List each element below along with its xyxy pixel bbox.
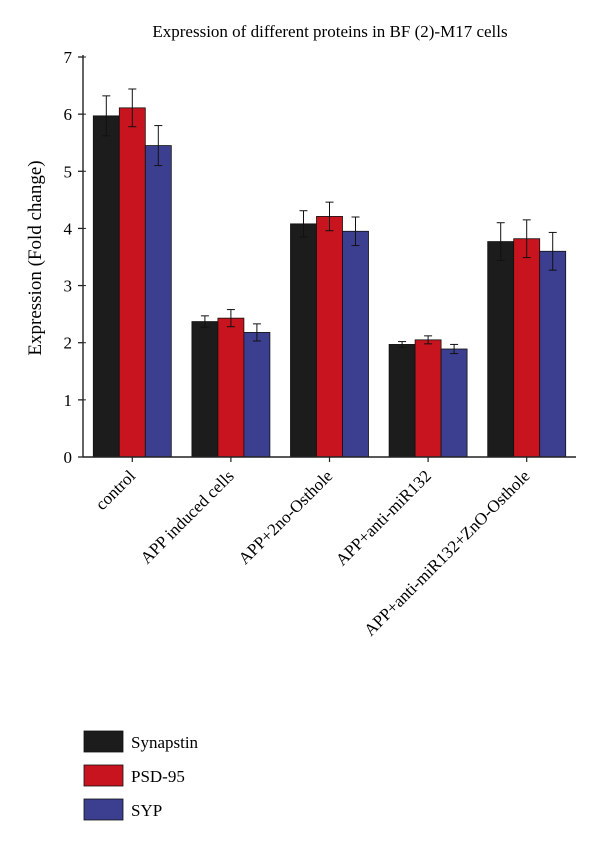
bar-psd-95 bbox=[316, 216, 343, 458]
y-tick-label: 7 bbox=[64, 48, 73, 67]
x-tick-label: control bbox=[92, 466, 140, 514]
bar-psd-95 bbox=[513, 238, 541, 458]
legend-swatch-synapstin bbox=[83, 730, 124, 753]
bar-synapstin bbox=[191, 321, 219, 458]
legend: Synapstin PSD-95 SYP bbox=[83, 730, 199, 821]
y-tick-label: 6 bbox=[64, 105, 73, 124]
bar-syp bbox=[539, 250, 567, 458]
x-tick-label: APP+2no-Osthole bbox=[235, 466, 337, 568]
y-tick-label: 1 bbox=[64, 391, 73, 410]
bar-syp bbox=[144, 145, 172, 458]
y-tick-label: 3 bbox=[64, 277, 73, 296]
legend-label: Synapstin bbox=[131, 733, 199, 752]
bar-syp bbox=[243, 332, 271, 458]
legend-label: PSD-95 bbox=[131, 767, 185, 786]
bar-syp bbox=[440, 348, 468, 458]
bar-synapstin bbox=[487, 241, 515, 458]
legend-swatch-syp bbox=[83, 798, 124, 821]
y-tick-label: 5 bbox=[64, 162, 73, 181]
chart-title: Expression of different proteins in BF (… bbox=[152, 22, 507, 41]
y-tick-label: 0 bbox=[64, 448, 73, 467]
x-tick-label: APP induced cells bbox=[137, 466, 238, 567]
y-axis-label: Expression (Fold change) bbox=[25, 160, 46, 355]
bar-synapstin bbox=[92, 115, 120, 458]
bar-psd-95 bbox=[217, 317, 245, 458]
bar-synapstin bbox=[388, 344, 416, 458]
bar-psd-95 bbox=[118, 107, 146, 458]
legend-label: SYP bbox=[131, 801, 162, 820]
bar-syp bbox=[342, 230, 369, 458]
bar-synapstin bbox=[290, 223, 317, 458]
y-tick-label: 4 bbox=[64, 219, 73, 238]
bar-psd-95 bbox=[414, 339, 442, 458]
legend-swatch-psd-95 bbox=[83, 764, 124, 787]
x-tick-label: APP+anti-miR132 bbox=[332, 466, 435, 569]
x-tick-label: APP+anti-miR132+ZnO-Osthole bbox=[360, 466, 533, 639]
y-tick-label: 2 bbox=[64, 334, 73, 353]
